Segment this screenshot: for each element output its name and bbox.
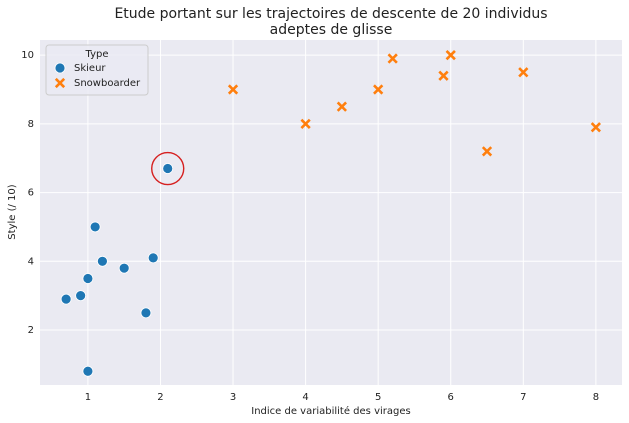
chart-title: adeptes de glisse <box>270 22 393 38</box>
y-axis-label: Style (/ 10) <box>7 184 18 239</box>
point <box>140 307 152 319</box>
point <box>82 273 94 284</box>
legend-title: Type <box>85 49 109 60</box>
x-tick-label: 7 <box>520 392 526 403</box>
x-tick-label: 2 <box>157 392 163 403</box>
y-tick-label: 10 <box>21 50 34 61</box>
x-tick-label: 6 <box>448 392 454 403</box>
point <box>147 252 159 264</box>
legend-marker <box>54 62 66 74</box>
y-tick-label: 4 <box>28 256 34 267</box>
x-tick-label: 1 <box>85 392 91 403</box>
point <box>481 146 493 157</box>
chart-title: Etude portant sur les trajectoires de de… <box>114 6 547 22</box>
y-tick-label: 2 <box>28 325 34 336</box>
point <box>336 101 348 112</box>
point <box>438 70 449 81</box>
point <box>387 53 398 64</box>
legend-box <box>45 44 149 96</box>
point <box>590 122 601 133</box>
x-tick-label: 5 <box>375 392 381 403</box>
point <box>518 67 529 78</box>
x-axis-label: Indice de variabilité des virages <box>251 405 410 417</box>
plot-area <box>40 40 622 385</box>
point <box>118 262 130 274</box>
highlight-circle <box>151 151 185 186</box>
x-tick-label: 8 <box>593 392 599 403</box>
legend-label: Snowboarder <box>74 78 141 89</box>
point <box>89 221 101 233</box>
legend-marker <box>54 77 66 89</box>
x-tick-label: 4 <box>302 392 308 403</box>
point <box>75 290 87 302</box>
point <box>60 293 72 305</box>
point <box>97 255 108 267</box>
point <box>445 50 456 61</box>
y-tick-label: 6 <box>28 188 34 199</box>
point <box>227 84 239 95</box>
legend-label: Skieur <box>74 63 106 74</box>
point <box>300 118 311 129</box>
point <box>82 365 94 377</box>
x-tick-label: 3 <box>230 392 236 403</box>
point <box>162 163 174 174</box>
legend: Type Skieur Snowboarder <box>45 44 149 96</box>
y-tick-label: 8 <box>28 119 34 130</box>
point <box>373 84 384 95</box>
